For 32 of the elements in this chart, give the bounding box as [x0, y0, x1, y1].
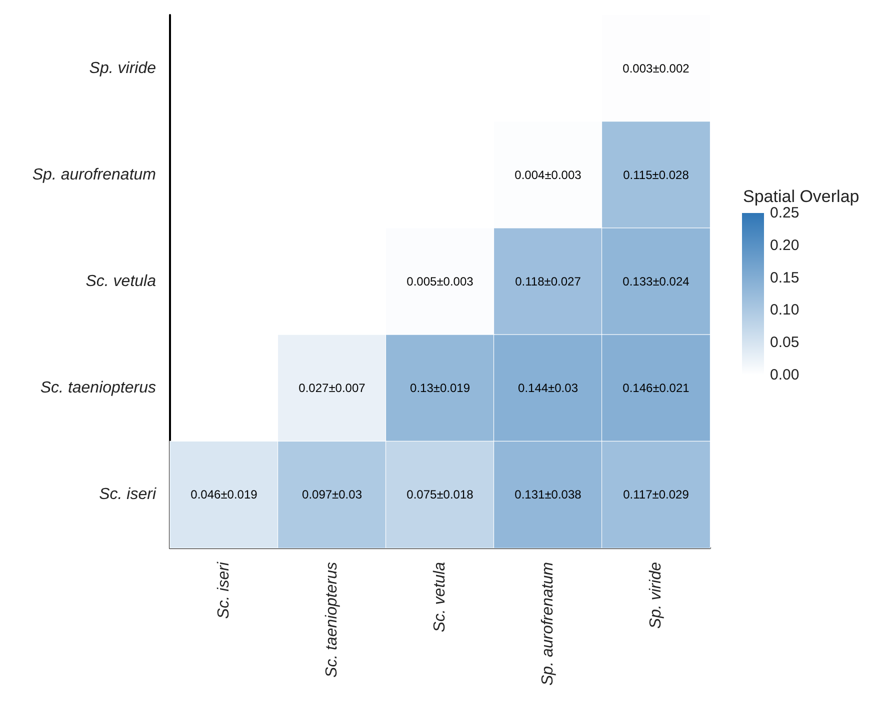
data-label: 0.118±0.027	[515, 274, 582, 288]
color-bar-label: 0.00	[770, 366, 800, 384]
color-bar-label: 0.05	[770, 334, 800, 352]
x-tick-label: Sc. vetula	[432, 562, 448, 632]
color-bar-label: 0.15	[770, 269, 800, 286]
data-label: 0.004±0.003	[514, 168, 582, 182]
data-label: 0.131±0.038	[514, 488, 582, 502]
data-label: 0.046±0.019	[190, 488, 258, 502]
data-label: 0.115±0.028	[623, 168, 690, 182]
y-tick-label: Sc. iseri	[99, 486, 156, 504]
data-label: 0.097±0.03	[302, 488, 362, 502]
x-tick-label: Sp. aurofrenatum	[540, 562, 556, 686]
y-tick-label: Sp. aurofrenatum	[32, 166, 156, 184]
data-label: 0.075±0.018	[406, 488, 474, 502]
y-tick-label: Sc. vetula	[86, 273, 156, 290]
x-tick-label: Sc. iseri	[216, 562, 232, 619]
color-bar-label: 0.25	[770, 204, 800, 222]
data-label: 0.027±0.007	[298, 381, 366, 396]
color-bar-label: 0.10	[770, 302, 800, 319]
data-label: 0.146±0.021	[622, 381, 690, 396]
data-label: 0.117±0.029	[623, 488, 690, 502]
data-label: 0.005±0.003	[406, 274, 474, 288]
x-tick-label: Sc. taeniopterus	[324, 562, 340, 678]
data-label: 0.13±0.019	[410, 381, 470, 396]
y-tick-label: Sp. viride	[89, 60, 156, 77]
data-label: 0.003±0.002	[622, 61, 690, 76]
color-bar-title: Spatial Overlap	[743, 187, 860, 206]
data-label: 0.144±0.03	[518, 381, 578, 396]
data-label: 0.133±0.024	[622, 274, 690, 288]
y-tick-label: Sc. taeniopterus	[40, 380, 156, 397]
color-bar-label: 0.20	[770, 236, 800, 254]
x-tick-label: Sp. viride	[648, 562, 664, 629]
